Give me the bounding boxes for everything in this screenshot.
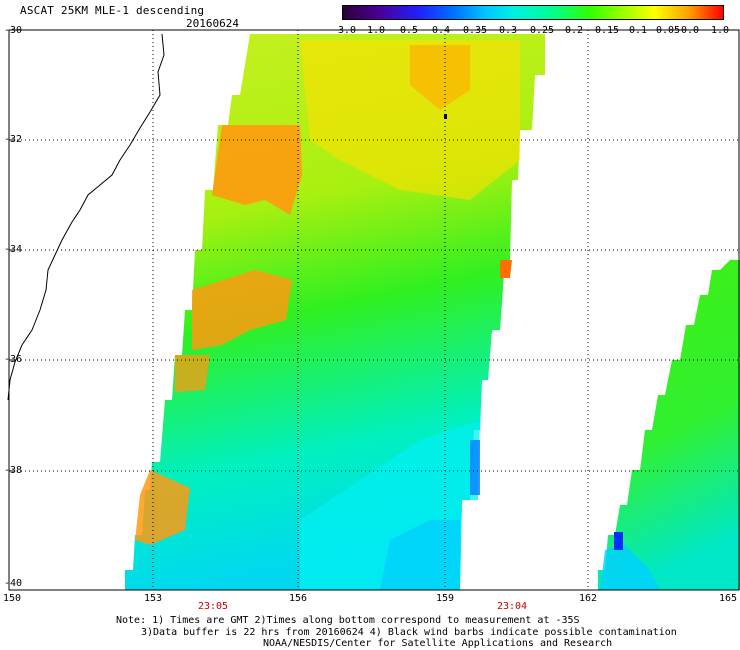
swath-orange-band bbox=[212, 125, 302, 215]
lat-label: -36 bbox=[4, 354, 23, 365]
lon-label: 150 bbox=[2, 593, 22, 604]
swath-blue-pixel bbox=[614, 532, 623, 550]
swath-orange-band bbox=[192, 270, 292, 350]
map-frame bbox=[8, 29, 740, 591]
pass-time-label: 23:04 bbox=[496, 601, 528, 612]
footnote-line: 3)Data buffer is 22 hrs from 20160624 4)… bbox=[141, 627, 677, 638]
swath-orange-band bbox=[175, 355, 210, 392]
lon-label: 153 bbox=[143, 593, 163, 604]
lat-label: -32 bbox=[4, 134, 23, 145]
lon-label: 165 bbox=[718, 593, 738, 604]
lon-label: 162 bbox=[578, 593, 598, 604]
axis-ticks bbox=[9, 29, 14, 591]
latitude-gridlines bbox=[9, 139, 739, 472]
footnote-credit: NOAA/NESDIS/Center for Satellite Applica… bbox=[263, 638, 613, 649]
swath-orange-band bbox=[135, 470, 190, 545]
lat-label: -34 bbox=[4, 244, 23, 255]
lat-label: -38 bbox=[4, 465, 23, 476]
lon-label: 156 bbox=[288, 593, 308, 604]
map-date: 20160624 bbox=[186, 17, 239, 30]
footnote-line: Note: 1) Times are GMT 2)Times along bot… bbox=[116, 615, 580, 626]
lat-label: -30 bbox=[4, 25, 23, 36]
map-title: ASCAT 25KM MLE-1 descending bbox=[20, 4, 205, 17]
longitude-gridlines bbox=[152, 30, 589, 590]
coastline bbox=[7, 33, 165, 401]
swath-orange-band bbox=[500, 260, 512, 278]
contamination-barb bbox=[444, 114, 447, 119]
color-scale-bar bbox=[342, 5, 724, 20]
swath-right bbox=[598, 260, 740, 590]
lat-label: -40 bbox=[4, 578, 23, 589]
swath-blue-region bbox=[470, 440, 480, 495]
swath-blue-region bbox=[380, 520, 460, 590]
lon-label: 159 bbox=[435, 593, 455, 604]
pass-time-label: 23:05 bbox=[197, 601, 229, 612]
swath-blue-region bbox=[600, 545, 660, 590]
swath-orange-band bbox=[410, 45, 470, 110]
